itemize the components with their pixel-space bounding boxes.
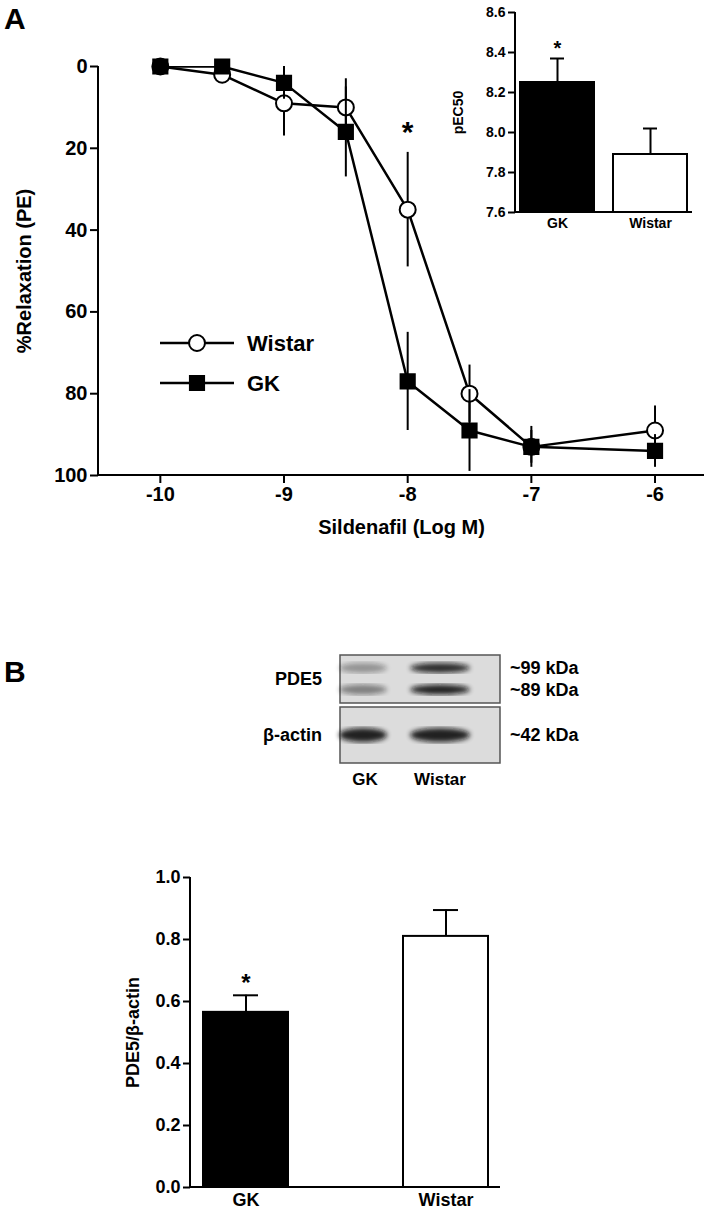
- svg-text:Wistar: Wistar: [247, 331, 314, 356]
- svg-text:-9: -9: [275, 483, 293, 505]
- svg-text:-6: -6: [646, 483, 664, 505]
- svg-text:pEC50: pEC50: [450, 91, 466, 135]
- svg-text:100: 100: [54, 464, 87, 486]
- svg-text:*: *: [241, 969, 251, 996]
- svg-text:0.0: 0.0: [155, 1177, 180, 1197]
- svg-text:0: 0: [76, 55, 87, 77]
- svg-text:~99 kDa: ~99 kDa: [510, 658, 580, 678]
- svg-text:GK: GK: [547, 215, 568, 231]
- svg-text:-8: -8: [399, 483, 417, 505]
- svg-text:20: 20: [65, 137, 87, 159]
- svg-text:0.8: 0.8: [155, 929, 180, 949]
- svg-text:GK: GK: [352, 770, 378, 789]
- svg-text:~42 kDa: ~42 kDa: [510, 725, 580, 745]
- svg-text:PDE5: PDE5: [275, 669, 322, 689]
- svg-text:0.6: 0.6: [155, 991, 180, 1011]
- svg-text:1.0: 1.0: [155, 867, 180, 887]
- svg-text:Wistar: Wistar: [419, 1190, 474, 1210]
- svg-text:8.6: 8.6: [486, 4, 506, 20]
- html-text:B: B: [4, 655, 26, 688]
- svg-text:60: 60: [65, 300, 87, 322]
- svg-text:0.2: 0.2: [155, 1115, 180, 1135]
- svg-text:-10: -10: [146, 483, 175, 505]
- svg-text:%Relaxation (PE): %Relaxation (PE): [13, 189, 35, 353]
- svg-text:7.8: 7.8: [486, 164, 506, 180]
- svg-text:Sildenafil (Log M): Sildenafil (Log M): [318, 516, 485, 538]
- svg-text:β-actin: β-actin: [263, 725, 322, 745]
- html-text:A: A: [4, 2, 26, 35]
- svg-text:8.0: 8.0: [486, 124, 506, 140]
- svg-text:Wistar: Wistar: [414, 770, 466, 789]
- svg-text:GK: GK: [233, 1190, 260, 1210]
- svg-text:7.6: 7.6: [486, 204, 506, 220]
- svg-text:80: 80: [65, 382, 87, 404]
- svg-text:~89 kDa: ~89 kDa: [510, 680, 580, 700]
- svg-text:PDE5/β-actin: PDE5/β-actin: [123, 977, 143, 1088]
- svg-text:*: *: [554, 37, 562, 59]
- svg-text:-7: -7: [522, 483, 540, 505]
- svg-text:GK: GK: [247, 371, 280, 396]
- svg-text:0.4: 0.4: [155, 1053, 180, 1073]
- svg-text:8.2: 8.2: [486, 84, 506, 100]
- svg-text:Wistar: Wistar: [629, 215, 672, 231]
- svg-text:40: 40: [65, 219, 87, 241]
- svg-text:8.4: 8.4: [486, 44, 506, 60]
- svg-text:*: *: [402, 115, 414, 148]
